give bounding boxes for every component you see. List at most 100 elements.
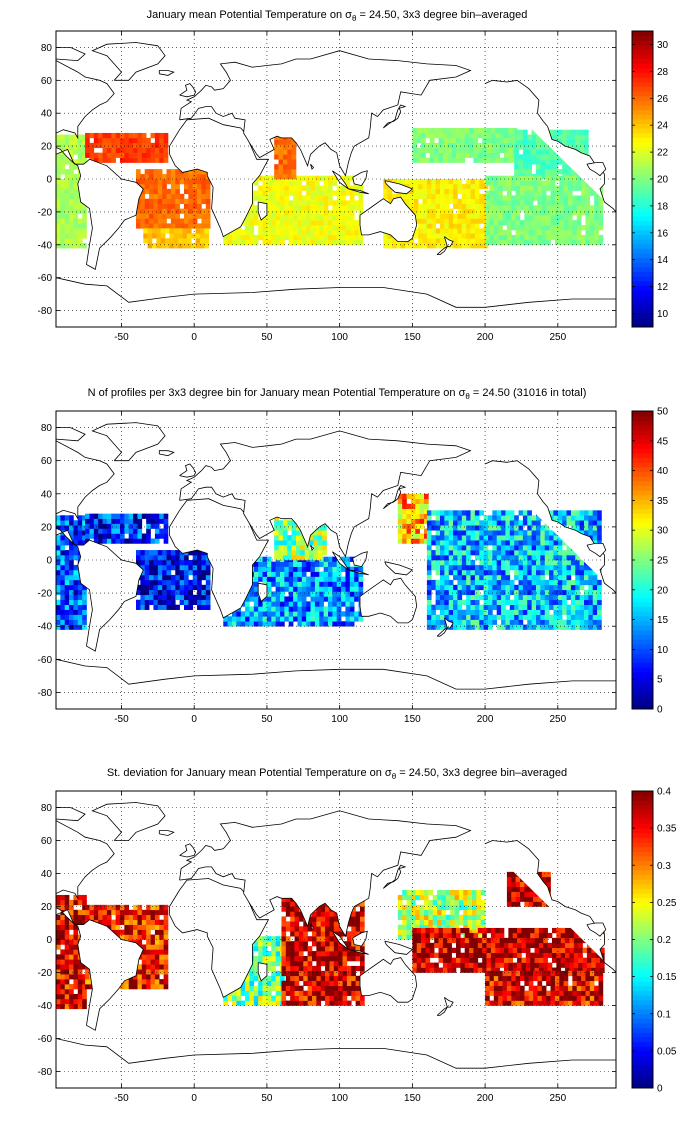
data-cell bbox=[184, 179, 189, 185]
data-cell bbox=[410, 523, 416, 529]
data-cell bbox=[387, 193, 393, 200]
data-cell bbox=[527, 574, 532, 581]
data-cell bbox=[306, 200, 311, 206]
data-cell bbox=[460, 132, 466, 139]
data-cell bbox=[479, 614, 484, 620]
data-cell bbox=[184, 223, 189, 229]
colorbar-tick-label: 18 bbox=[657, 201, 669, 212]
data-cell bbox=[115, 924, 121, 930]
data-cell bbox=[544, 154, 550, 160]
data-cell bbox=[540, 535, 546, 541]
data-cell bbox=[160, 228, 166, 234]
data-cell bbox=[69, 984, 74, 990]
data-cell bbox=[124, 904, 130, 911]
data-cell bbox=[150, 152, 156, 158]
data-cell bbox=[150, 944, 156, 950]
data-cell bbox=[440, 520, 445, 526]
data-cell bbox=[159, 954, 164, 960]
data-cell bbox=[115, 147, 121, 153]
data-cell bbox=[435, 530, 441, 536]
data-cell bbox=[306, 210, 311, 216]
data-cell bbox=[175, 604, 180, 610]
data-cell bbox=[426, 614, 432, 620]
data-cell bbox=[201, 198, 207, 204]
data-cell bbox=[266, 601, 272, 607]
colorbar-segment bbox=[632, 299, 653, 305]
data-cell bbox=[520, 220, 525, 226]
data-cell bbox=[154, 949, 160, 955]
data-cell bbox=[531, 144, 537, 150]
data-cell bbox=[153, 569, 159, 576]
data-cell bbox=[271, 936, 276, 942]
data-cell bbox=[115, 528, 121, 534]
data-cell bbox=[245, 975, 250, 982]
data-cell bbox=[431, 520, 436, 526]
data-cell bbox=[169, 243, 175, 249]
data-cell bbox=[540, 604, 546, 610]
data-cell bbox=[64, 969, 70, 975]
data-cell bbox=[310, 591, 316, 597]
data-cell bbox=[453, 594, 458, 601]
data-cell bbox=[293, 190, 298, 196]
data-cell bbox=[201, 174, 207, 180]
data-cell bbox=[576, 195, 582, 201]
data-cell bbox=[128, 528, 134, 534]
data-cell bbox=[266, 190, 272, 196]
data-cell bbox=[77, 614, 83, 620]
data-cell bbox=[157, 594, 163, 601]
data-cell bbox=[98, 157, 103, 163]
data-cell bbox=[469, 128, 474, 134]
data-cell bbox=[553, 574, 559, 581]
data-cell bbox=[133, 152, 138, 158]
data-cell bbox=[288, 225, 294, 231]
colorbar-segment bbox=[632, 58, 653, 64]
data-cell bbox=[557, 584, 563, 591]
data-cell bbox=[163, 132, 169, 139]
data-cell bbox=[175, 550, 180, 556]
data-cell bbox=[594, 195, 599, 201]
data-cell bbox=[124, 984, 130, 990]
data-cell bbox=[287, 520, 292, 526]
data-cell bbox=[553, 154, 559, 160]
data-cell bbox=[69, 993, 74, 1000]
data-cell bbox=[128, 142, 134, 149]
data-cell bbox=[204, 228, 210, 234]
data-cell bbox=[496, 515, 502, 521]
data-cell bbox=[98, 518, 103, 524]
data-cell bbox=[489, 205, 495, 211]
data-cell bbox=[56, 233, 61, 239]
data-cell bbox=[592, 515, 598, 521]
data-cell bbox=[266, 956, 272, 962]
data-cell bbox=[266, 975, 272, 982]
data-cell bbox=[536, 589, 541, 596]
data-cell bbox=[440, 624, 445, 630]
data-cell bbox=[73, 894, 79, 901]
data-cell bbox=[284, 586, 290, 592]
data-cell bbox=[249, 210, 255, 216]
data-cell bbox=[124, 523, 130, 529]
data-cell bbox=[319, 225, 324, 231]
data-cell bbox=[262, 180, 268, 186]
data-cell bbox=[397, 528, 403, 534]
data-cell bbox=[559, 205, 564, 211]
data-cell bbox=[397, 503, 403, 509]
data-cell bbox=[431, 223, 436, 229]
data-cell bbox=[154, 929, 160, 935]
data-cell bbox=[575, 564, 580, 571]
data-cell bbox=[576, 185, 582, 191]
data-cell bbox=[559, 229, 564, 236]
data-cell bbox=[328, 229, 333, 236]
data-cell bbox=[554, 215, 560, 221]
data-cell bbox=[383, 183, 388, 190]
data-cell bbox=[533, 239, 538, 246]
data-cell bbox=[431, 198, 436, 204]
data-cell bbox=[297, 234, 303, 241]
data-cell bbox=[592, 584, 598, 591]
data-cell bbox=[524, 175, 530, 181]
colorbar-segment bbox=[632, 527, 653, 533]
data-cell bbox=[64, 218, 70, 224]
data-cell bbox=[144, 169, 150, 175]
data-cell bbox=[56, 1003, 61, 1010]
data-cell bbox=[470, 243, 476, 249]
data-cell bbox=[501, 614, 506, 620]
